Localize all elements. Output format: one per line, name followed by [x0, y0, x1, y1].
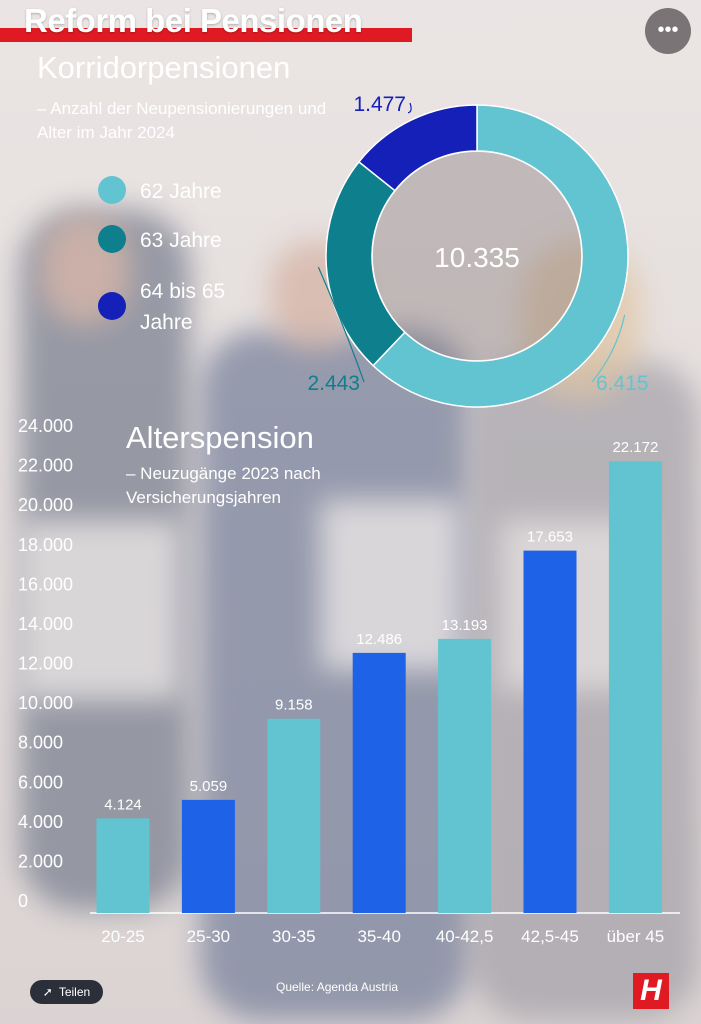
donut-leader-line — [407, 102, 412, 114]
donut-value-label: 2.443 — [307, 372, 360, 395]
legend-swatch — [98, 176, 126, 204]
more-options-button[interactable]: ••• — [645, 8, 691, 54]
donut-hole — [373, 152, 581, 360]
donut-value-label: 1.477 — [353, 93, 406, 116]
x-category-label: über 45 — [607, 927, 665, 946]
bar-chart-subtitle: – Neuzugänge 2023 nach Versicherungsjahr… — [126, 464, 321, 507]
y-tick-label: 22.000 — [18, 456, 73, 476]
bar — [608, 461, 662, 913]
y-tick-label: 10.000 — [18, 693, 73, 713]
y-tick-label: 0 — [18, 891, 28, 911]
source-note: Quelle: Agenda Austria — [276, 980, 399, 994]
donut-total-label: 10.335 — [434, 242, 520, 273]
bar-value-label: 17.653 — [527, 529, 573, 546]
x-category-label: 40-42,5 — [436, 927, 494, 946]
y-tick-label: 2.000 — [18, 851, 63, 871]
y-tick-label: 20.000 — [18, 495, 73, 515]
bar — [181, 799, 235, 913]
donut-slice — [372, 104, 629, 408]
y-tick-label: 18.000 — [18, 535, 73, 555]
bar-value-label: 22.172 — [612, 439, 658, 456]
legend-swatch — [98, 292, 126, 320]
legend-label: 62 Jahre — [140, 180, 222, 203]
y-tick-label: 16.000 — [18, 574, 73, 594]
share-label: Teilen — [58, 985, 91, 999]
bar-value-label: 12.486 — [356, 631, 402, 648]
bar — [267, 718, 321, 913]
x-category-label: 30-35 — [272, 927, 315, 946]
page-headline: Reform bei Pensionen — [24, 2, 363, 39]
y-tick-label: 8.000 — [18, 733, 63, 753]
brand-logo: H — [633, 973, 669, 1009]
legend-item-63: 63 Jahre — [98, 225, 270, 256]
bar-value-label: 13.193 — [442, 617, 488, 634]
y-tick-label: 12.000 — [18, 654, 73, 674]
more-horizontal-icon: ••• — [657, 19, 679, 41]
share-button[interactable]: ➚ Teilen — [30, 980, 103, 1004]
y-tick-label: 24.000 — [18, 416, 73, 436]
share-icon: ➚ — [42, 985, 53, 999]
x-category-label: 25-30 — [187, 927, 230, 946]
donut-chart-title: Korridorpensionen — [37, 50, 291, 85]
y-tick-label: 6.000 — [18, 772, 63, 792]
y-tick-label: 4.000 — [18, 812, 63, 832]
bar-value-label: 9.158 — [275, 697, 313, 714]
bar — [96, 818, 150, 913]
bar-value-label: 4.124 — [104, 796, 142, 813]
legend-label: 63 Jahre — [140, 229, 222, 252]
legend-item-64-65: 64 bis 65 Jahre — [98, 276, 270, 338]
donut-slice — [357, 104, 478, 192]
donut-leader-line — [591, 314, 626, 383]
bar — [523, 550, 577, 913]
legend-label: 64 bis 65 Jahre — [140, 280, 226, 334]
bar-chart-title: Alterspension — [126, 420, 314, 455]
bar — [352, 652, 406, 913]
legend-item-62: 62 Jahre — [98, 176, 270, 207]
x-category-label: 20-25 — [101, 927, 144, 946]
donut-chart-subtitle: – Anzahl der Neupensionierungen und Alte… — [37, 99, 327, 142]
x-category-label: 35-40 — [357, 927, 400, 946]
donut-value-label: 6.415 — [596, 372, 649, 395]
bar — [438, 638, 492, 913]
bar-value-label: 5.059 — [190, 778, 228, 795]
legend-swatch — [98, 225, 126, 253]
headline-underline — [0, 28, 412, 42]
donut-leader-line — [317, 266, 365, 383]
x-category-label: 42,5-45 — [521, 927, 579, 946]
y-tick-label: 14.000 — [18, 614, 73, 634]
